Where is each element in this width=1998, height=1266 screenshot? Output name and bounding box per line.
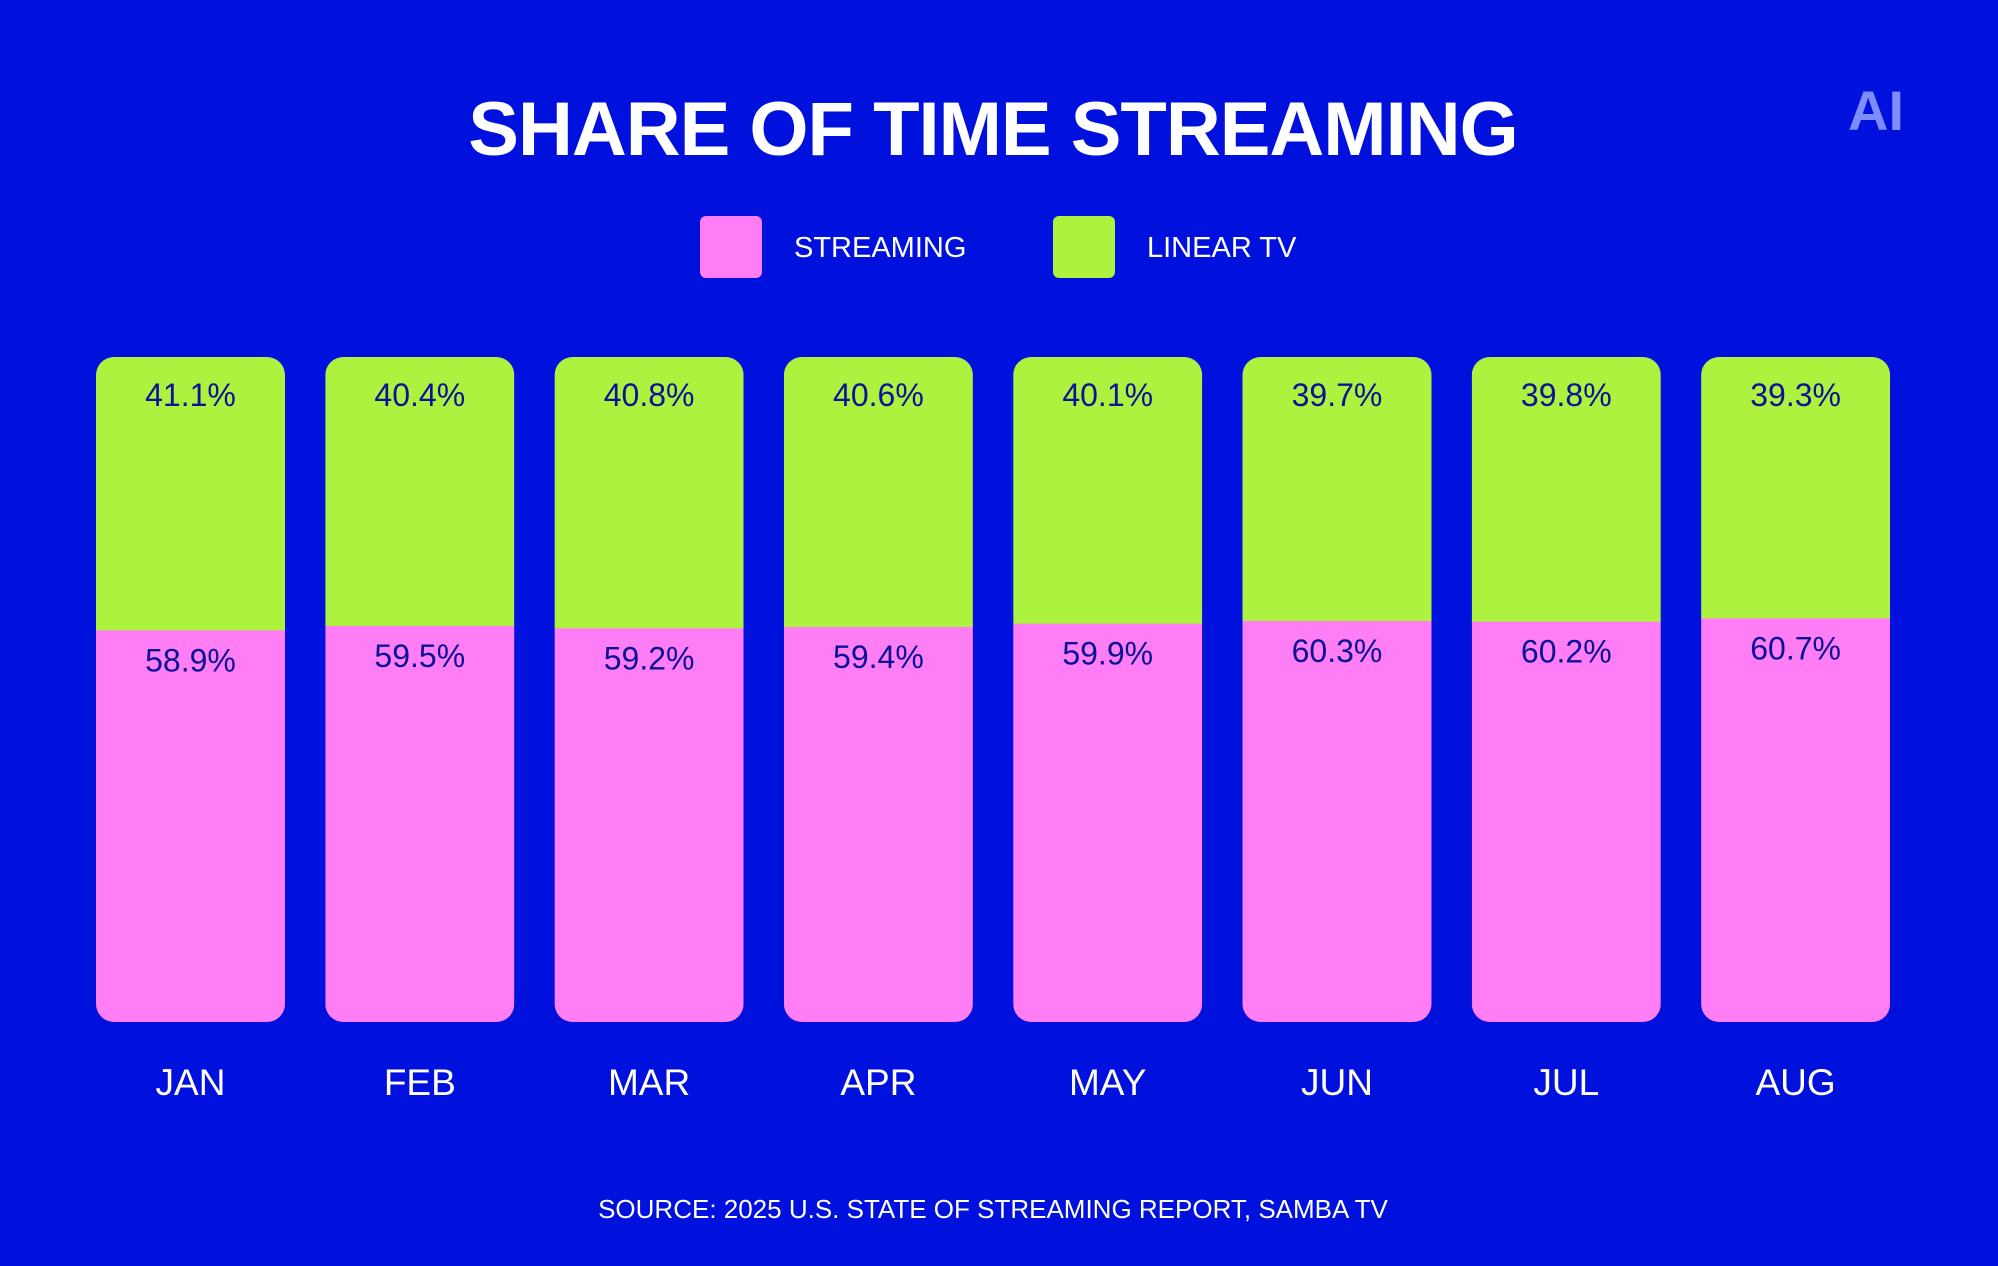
- legend-swatch-streaming: [700, 216, 762, 278]
- bar-linear-tv-jul: [1471, 357, 1661, 623]
- bar-group-mar: [554, 357, 744, 1022]
- bar-linear-tv-apr: [783, 357, 973, 628]
- value-label-streaming-may: 59.9%: [1062, 636, 1153, 672]
- x-tick-aug: AUG: [1756, 1062, 1836, 1103]
- bar-group-feb: [325, 357, 515, 1022]
- bar-streaming-jan: [96, 630, 285, 1022]
- bar-linear-tv-jun: [1242, 357, 1432, 623]
- bar-group-jun: [1242, 357, 1432, 1022]
- legend-label-linear-tv: LINEAR TV: [1147, 232, 1297, 264]
- bar-linear-tv-jan: [96, 357, 285, 632]
- bar-group-jan: [96, 357, 285, 1022]
- value-label-streaming-aug: 60.7%: [1750, 630, 1841, 666]
- value-labels: 41.1% 58.9% 40.4% 59.5% 40.8% 59.2% 40.6% 59.4%…: [145, 377, 1841, 678]
- value-label-linear-tv-jan: 41.1%: [145, 377, 236, 413]
- bar-streaming-jun: [1242, 621, 1432, 1022]
- value-label-linear-tv-apr: 40.6%: [833, 377, 924, 413]
- bar-linear-tv-mar: [554, 357, 744, 630]
- x-tick-jan: JAN: [156, 1062, 226, 1103]
- footer: SOURCE: 2025 U.S. STATE OF STREAMING REP…: [598, 1194, 1388, 1224]
- bar-streaming-aug: [1701, 618, 1891, 1022]
- bar-streaming-feb: [325, 625, 515, 1022]
- value-label-streaming-feb: 59.5%: [374, 638, 465, 674]
- bar-group-may: [1013, 357, 1203, 1022]
- value-label-streaming-jul: 60.2%: [1521, 634, 1612, 670]
- bar-linear-tv-feb: [325, 357, 515, 627]
- value-label-streaming-jun: 60.3%: [1292, 633, 1383, 669]
- bars: [96, 357, 1891, 1022]
- value-label-linear-tv-jul: 39.8%: [1521, 377, 1612, 413]
- bar-group-aug: [1701, 357, 1891, 1022]
- bar-group-apr: [783, 357, 973, 1022]
- value-label-linear-tv-jun: 39.7%: [1292, 377, 1383, 413]
- bar-linear-tv-may: [1013, 357, 1203, 625]
- title-layer: SHARE OF TIME STREAMING AI: [468, 79, 1904, 172]
- source-note: SOURCE: 2025 U.S. STATE OF STREAMING REP…: [598, 1194, 1388, 1224]
- legend-label-streaming: STREAMING: [794, 232, 966, 264]
- bar-streaming-apr: [783, 626, 973, 1022]
- bar-streaming-mar: [554, 628, 744, 1022]
- value-label-linear-tv-may: 40.1%: [1062, 377, 1153, 413]
- x-tick-apr: APR: [840, 1062, 916, 1103]
- value-label-linear-tv-mar: 40.8%: [604, 377, 695, 413]
- x-tick-mar: MAR: [608, 1062, 690, 1103]
- chart-title: SHARE OF TIME STREAMING: [468, 87, 1517, 172]
- legend: STREAMING LINEAR TV: [700, 216, 1297, 278]
- bar-streaming-may: [1013, 623, 1203, 1022]
- x-tick-feb: FEB: [384, 1062, 456, 1103]
- value-label-streaming-apr: 59.4%: [833, 639, 924, 675]
- x-axis-ticks: JAN FEB MAR APR MAY JUN JUL AUG: [156, 1062, 1836, 1103]
- bar-streaming-jul: [1471, 621, 1661, 1022]
- x-tick-jun: JUN: [1301, 1062, 1373, 1103]
- brand-logo: AI: [1848, 79, 1904, 142]
- value-label-streaming-jan: 58.9%: [145, 642, 236, 678]
- x-tick-jul: JUL: [1533, 1062, 1599, 1103]
- x-tick-may: MAY: [1069, 1062, 1146, 1103]
- bar-linear-tv-aug: [1701, 357, 1891, 620]
- value-label-linear-tv-aug: 39.3%: [1750, 377, 1841, 413]
- bar-group-jul: [1471, 357, 1661, 1022]
- value-label-linear-tv-feb: 40.4%: [374, 377, 465, 413]
- legend-swatch-linear-tv: [1053, 216, 1115, 278]
- value-label-streaming-mar: 59.2%: [604, 640, 695, 676]
